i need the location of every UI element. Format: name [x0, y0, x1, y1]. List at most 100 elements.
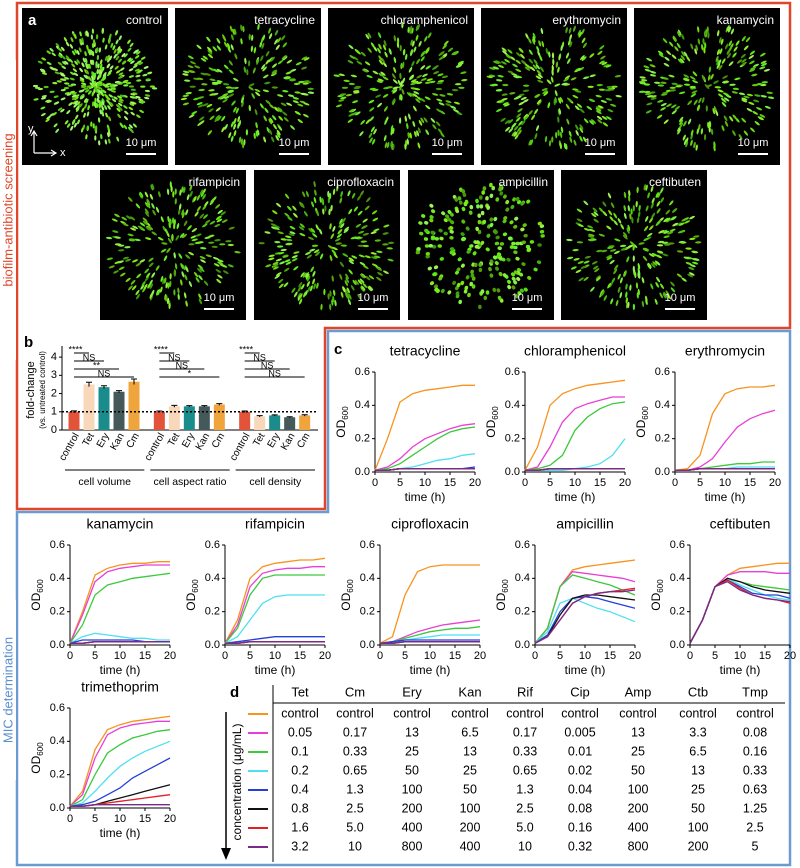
cell	[423, 117, 428, 123]
cell	[128, 68, 134, 72]
table-cell: 0.2	[291, 763, 308, 777]
cell	[357, 210, 363, 216]
cell	[144, 275, 150, 282]
x-axis-label: time (h)	[100, 826, 141, 840]
cell	[400, 80, 403, 87]
cell	[651, 197, 655, 204]
cell	[489, 67, 496, 70]
y-axis-label-main: OD	[334, 419, 348, 437]
cell	[574, 90, 582, 93]
cell	[691, 90, 698, 94]
cell	[259, 41, 263, 48]
cell	[596, 276, 601, 282]
bar	[68, 411, 80, 430]
cell	[202, 193, 206, 200]
cell	[362, 265, 369, 269]
cell	[248, 83, 255, 87]
cell	[272, 115, 277, 121]
cell	[683, 120, 687, 127]
cell	[330, 204, 333, 212]
cell	[263, 136, 267, 143]
cell	[138, 193, 143, 199]
cell	[46, 100, 52, 103]
y-axis-label: OD600	[334, 406, 350, 438]
cell	[530, 139, 534, 146]
cell	[128, 85, 134, 88]
cell	[297, 119, 303, 124]
cell	[461, 78, 468, 82]
cell	[561, 82, 568, 86]
cell	[461, 189, 466, 194]
y-axis-label: OD600	[649, 579, 665, 611]
y-tick-label: 0.4	[670, 572, 685, 584]
table-cell: 50	[691, 801, 705, 815]
cell	[362, 69, 368, 73]
cell	[460, 237, 466, 242]
cell	[741, 36, 746, 42]
cell	[243, 66, 247, 73]
cell	[607, 192, 612, 199]
cell	[455, 64, 462, 68]
cell	[475, 226, 480, 232]
cell	[521, 120, 526, 126]
cell	[435, 87, 443, 91]
cell	[217, 115, 222, 121]
cell	[77, 119, 80, 125]
category-label: Cm	[210, 431, 227, 450]
x-tick-label: 15	[449, 650, 461, 662]
cell	[133, 49, 138, 54]
cell	[494, 261, 499, 266]
cell	[475, 240, 481, 245]
growth-curve	[69, 720, 170, 807]
cell	[340, 244, 347, 247]
cell	[206, 103, 213, 108]
cell	[352, 111, 358, 116]
x-tick-label: 20	[319, 650, 331, 662]
cell	[119, 94, 125, 98]
cell	[644, 68, 651, 72]
cell	[512, 197, 517, 202]
cell	[667, 231, 674, 235]
y-tick-label: 0.6	[205, 539, 220, 551]
cell	[185, 254, 191, 259]
cell	[691, 250, 699, 254]
cell	[597, 50, 603, 56]
cell	[678, 91, 686, 95]
cell	[613, 268, 618, 275]
scale-bar-label: 10 μm	[279, 137, 310, 149]
cell	[511, 131, 516, 137]
cell	[227, 264, 234, 268]
cell	[496, 288, 501, 293]
x-tick-label: 20	[164, 813, 176, 825]
cell	[268, 129, 273, 135]
cell	[399, 72, 402, 80]
cell	[40, 106, 46, 110]
cell	[499, 242, 505, 246]
cell	[234, 53, 238, 60]
cell	[83, 112, 86, 118]
cell	[129, 102, 135, 106]
cell	[479, 204, 484, 209]
cell	[213, 263, 220, 267]
cell	[98, 103, 101, 109]
growth-curve	[69, 729, 171, 807]
cell	[309, 285, 313, 292]
cell	[425, 48, 430, 54]
cell	[680, 55, 685, 61]
cell	[406, 122, 409, 130]
cell	[399, 44, 402, 52]
cell	[91, 101, 95, 107]
cell	[63, 37, 68, 42]
cell	[370, 42, 375, 48]
cells	[180, 23, 315, 149]
cell	[262, 66, 267, 72]
cell	[690, 76, 696, 80]
cell	[109, 65, 114, 70]
cell	[145, 237, 152, 240]
cell	[559, 131, 563, 139]
cell	[510, 272, 516, 277]
cell	[503, 216, 508, 221]
cell	[654, 81, 661, 84]
cell	[400, 94, 403, 101]
cell	[555, 131, 558, 139]
